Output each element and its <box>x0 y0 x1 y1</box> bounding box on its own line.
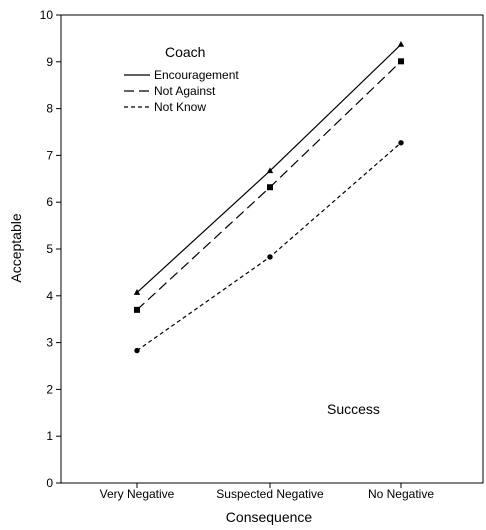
data-point <box>398 58 404 65</box>
data-point <box>397 40 405 47</box>
data-point <box>398 140 404 146</box>
y-tick-label: 8 <box>46 102 53 116</box>
series-lines <box>133 40 405 354</box>
series-line <box>136 142 402 352</box>
y-tick-label: 9 <box>46 55 53 69</box>
series-encouragement <box>133 40 405 295</box>
y-tick-label: 4 <box>46 289 53 303</box>
y-tick-label: 0 <box>46 476 53 490</box>
y-tick-label: 6 <box>46 195 53 209</box>
y-tick-label: 1 <box>46 429 53 443</box>
data-point <box>267 254 273 260</box>
series-not-know <box>134 140 404 354</box>
data-point <box>266 167 274 174</box>
x-tick-label: Suspected Negative <box>216 487 324 501</box>
plot-frame <box>60 14 484 484</box>
data-point <box>267 184 273 191</box>
x-axis-title: Consequence <box>226 509 313 525</box>
legend-entry: Not Against <box>154 84 216 98</box>
y-tick-label: 3 <box>46 336 53 350</box>
y-tick-label: 5 <box>46 242 53 256</box>
x-tick-label: No Negative <box>368 487 434 501</box>
y-axis-ticks: 0 1 2 3 4 5 6 7 8 9 10 <box>40 8 61 490</box>
x-tick-label: Very Negative <box>100 487 175 501</box>
data-point <box>133 289 141 295</box>
series-not-against <box>134 58 404 313</box>
y-tick-label: 2 <box>46 382 53 396</box>
chart-annotation: Success <box>327 401 380 417</box>
y-tick-label: 10 <box>40 8 54 22</box>
y-axis-title: Acceptable <box>8 213 24 282</box>
x-axis-ticks: Very Negative Suspected Negative No Negati… <box>100 483 434 501</box>
data-point <box>134 306 140 313</box>
legend-title: Coach <box>165 44 205 60</box>
legend-entry: Not Know <box>154 100 206 114</box>
plot-border <box>60 14 484 484</box>
legend-entry: Encouragement <box>154 68 239 82</box>
data-point <box>134 347 140 354</box>
legend: Coach Encouragement Not Against Not Know <box>124 44 239 114</box>
y-tick-label: 7 <box>46 148 53 162</box>
